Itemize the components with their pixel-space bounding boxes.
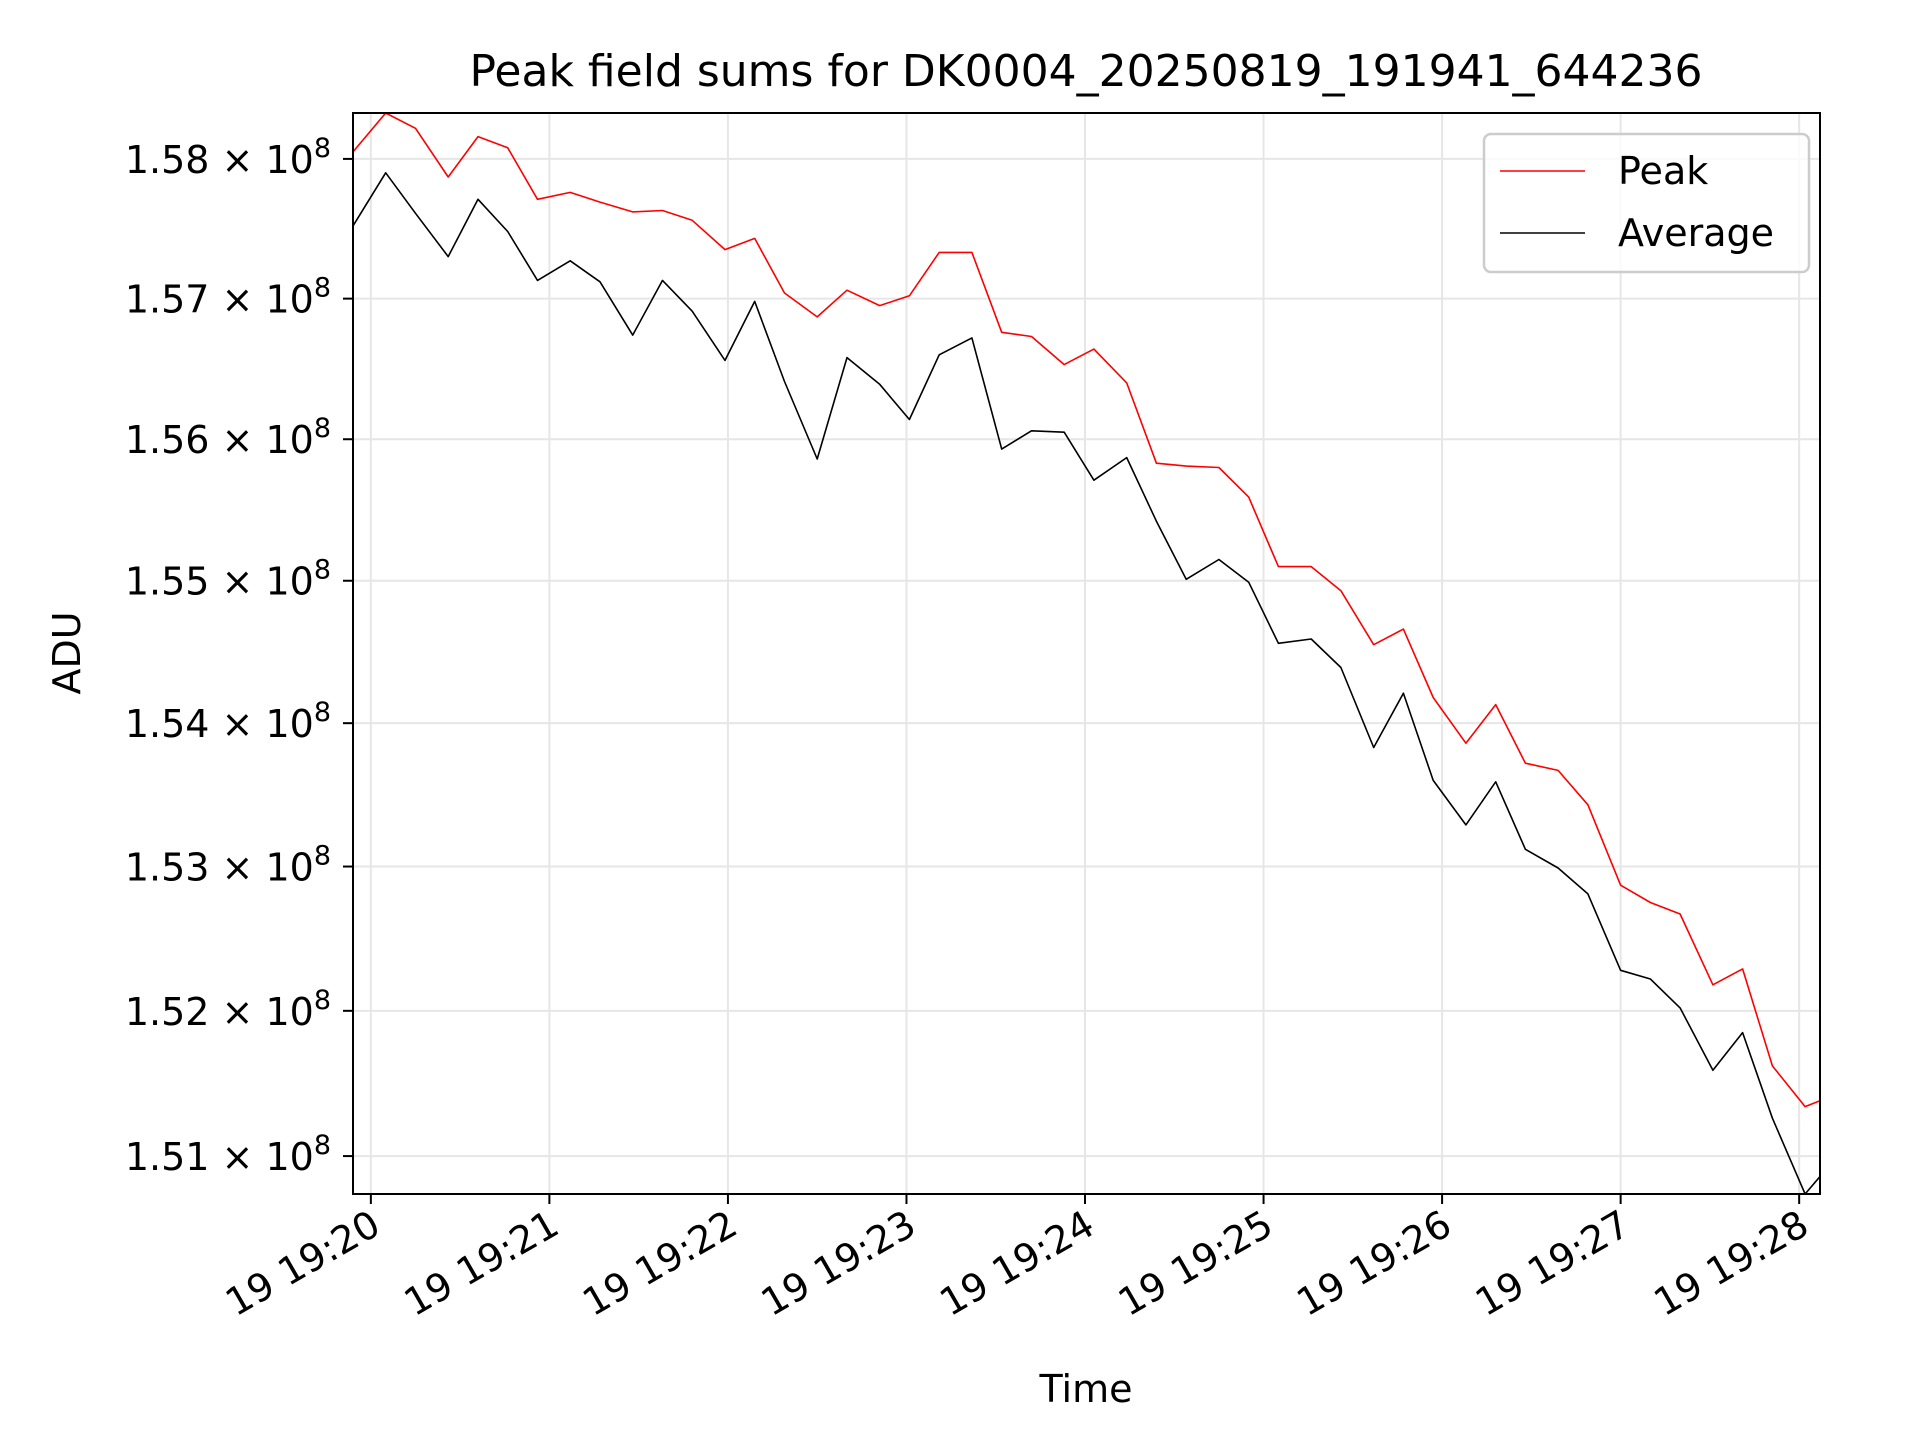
- series-line-peak: [353, 113, 1820, 1108]
- y-tick-label: 1.55 × 108: [125, 555, 331, 604]
- legend-box: [1482, 132, 1811, 274]
- series-layer: [353, 113, 1820, 1194]
- legend: Peak Average: [1482, 132, 1811, 274]
- grid: [353, 113, 1820, 1194]
- plot-frame: [352, 112, 1821, 1195]
- legend-label-average: Average: [1618, 211, 1774, 255]
- y-tick-label: 1.52 × 108: [125, 985, 331, 1034]
- x-axis-label: Time: [1039, 1367, 1133, 1411]
- y-tick-label: 1.53 × 108: [125, 841, 331, 890]
- y-tick-label: 1.58 × 108: [125, 133, 331, 182]
- y-tick-label: 1.51 × 108: [125, 1130, 331, 1179]
- plot-background: [353, 113, 1820, 1194]
- y-tick-label: 1.54 × 108: [125, 697, 331, 746]
- chart-title: Peak field sums for DK0004_20250819_1919…: [469, 46, 1702, 97]
- y-tick-label: 1.57 × 108: [125, 273, 331, 322]
- series-line-average: [353, 172, 1820, 1194]
- y-axis-label: ADU: [45, 611, 89, 694]
- legend-label-peak: Peak: [1618, 149, 1708, 193]
- y-tick-label: 1.56 × 108: [125, 413, 331, 462]
